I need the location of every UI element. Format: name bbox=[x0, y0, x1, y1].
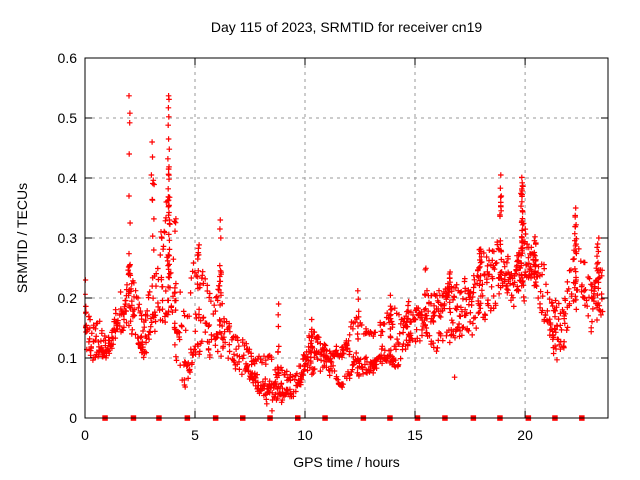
y-tick-label: 0.3 bbox=[58, 230, 78, 246]
x-tick-label: 0 bbox=[81, 427, 89, 443]
y-tick-label: 0.2 bbox=[58, 290, 78, 306]
chart-title: Day 115 of 2023, SRMTID for receiver cn1… bbox=[210, 19, 483, 35]
y-tick-label: 0.1 bbox=[58, 350, 78, 366]
x-tick-label: 15 bbox=[407, 427, 423, 443]
y-axis-label: SRMTID / TECUs bbox=[14, 182, 30, 294]
y-tick-label: 0.4 bbox=[58, 170, 78, 186]
x-tick-label: 5 bbox=[191, 427, 199, 443]
tick-labels: 0 0.1 0.2 0.3 0.4 0.5 0.6 0 5 10 15 20 bbox=[58, 50, 534, 443]
scatter-points bbox=[83, 93, 606, 414]
x-tick-label: 20 bbox=[517, 427, 533, 443]
y-tick-label: 0 bbox=[69, 410, 77, 426]
y-tick-label: 0.5 bbox=[58, 110, 78, 126]
axes-frame bbox=[84, 57, 609, 419]
y-tick-label: 0.6 bbox=[58, 50, 78, 66]
x-axis-label: GPS time / hours bbox=[293, 454, 400, 470]
x-tick-label: 10 bbox=[297, 427, 313, 443]
